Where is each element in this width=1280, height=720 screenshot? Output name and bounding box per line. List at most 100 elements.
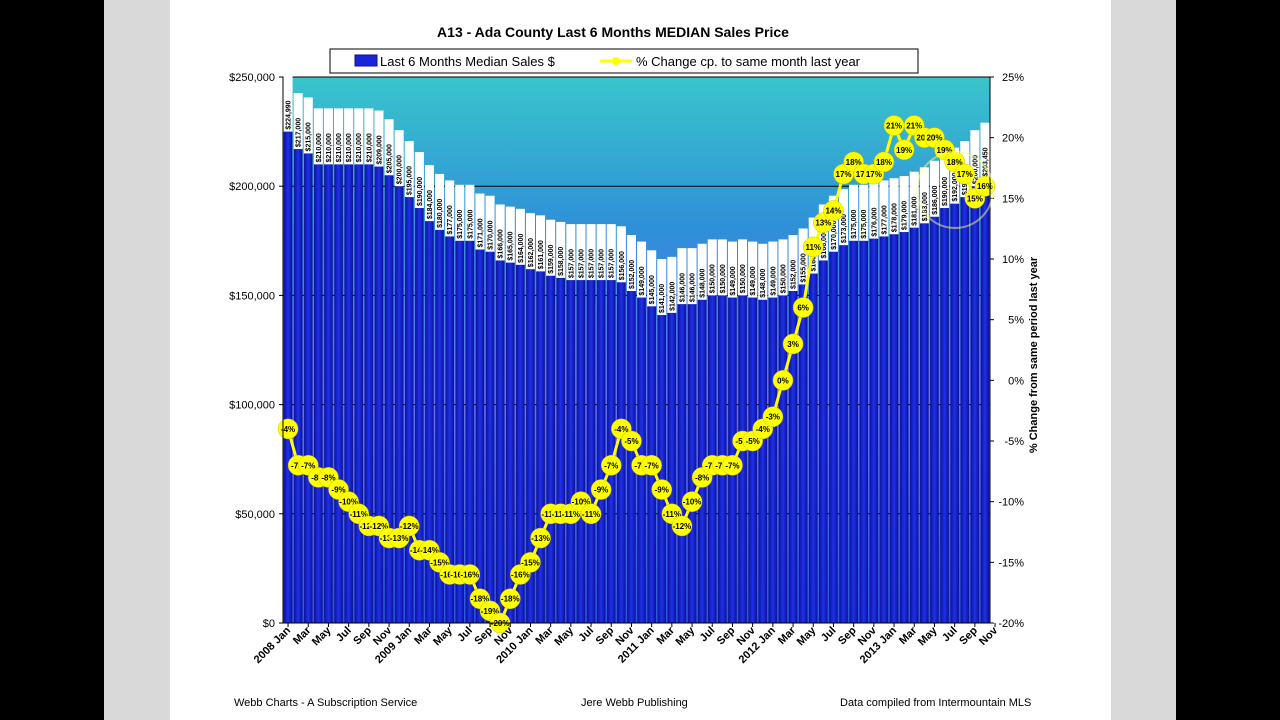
bar-data-label: $148,000 — [700, 268, 707, 297]
right-axis-tick-label: 10% — [1002, 254, 1024, 266]
x-axis-tick-label: Jul — [334, 625, 354, 645]
bar-label-bg — [556, 221, 566, 278]
percent-change-label: -11% — [663, 510, 681, 519]
percent-change-marker — [803, 236, 824, 258]
percent-change-label: -7% — [604, 461, 618, 470]
percent-change-label: -11% — [562, 510, 580, 519]
bar-label-bg — [839, 189, 849, 246]
bar-data-label: $190,000 — [417, 177, 424, 206]
bar-data-label: $210,000 — [316, 133, 323, 162]
bar-data-label: $224,990 — [286, 100, 293, 129]
x-axis-tick-label: Jul — [698, 625, 718, 645]
bar — [677, 303, 687, 624]
bar-data-label: $152,000 — [629, 260, 636, 289]
bar-label-bg — [596, 224, 606, 281]
percent-change-marker — [500, 588, 521, 609]
bar-data-labels: $224,990$217,000 $215,000 $210,000 $210,000… — [283, 75, 990, 316]
x-axis-tick-label: Mar — [412, 624, 435, 647]
bar — [910, 227, 919, 624]
percent-change-label: -8% — [321, 473, 335, 482]
bar — [980, 178, 990, 624]
bar — [475, 249, 485, 624]
bar-label-bg — [889, 178, 899, 235]
bar-label-bg — [465, 184, 475, 241]
bar-data-label: $180,000 — [437, 199, 444, 228]
bar-data-label: $145,000 — [649, 275, 656, 304]
bar-label-bg — [576, 224, 586, 281]
bar-label-bg — [657, 259, 667, 316]
bar — [798, 284, 808, 624]
bar — [576, 279, 586, 624]
bar-label-bg — [364, 108, 374, 165]
percent-change-marker — [792, 297, 814, 318]
legend-line-label: % Change cp. to same month last year — [636, 54, 861, 69]
x-axis-tick-label: Sep — [836, 624, 859, 647]
x-axis-tick-label: May — [795, 624, 819, 648]
bar-data-label: $178,000 — [892, 203, 899, 232]
bar-data-label: $209,000 — [376, 135, 383, 164]
bar-data-label: $171,000 — [477, 218, 484, 247]
percent-change-label: -10% — [683, 498, 702, 507]
bar-label-bg — [323, 108, 333, 165]
x-axis-tick-label: Mar — [776, 624, 799, 647]
bar-data-label: $210,000 — [336, 133, 343, 162]
bar-label-bg — [798, 228, 808, 285]
bar-data-label: $205,000 — [387, 144, 394, 173]
bar-data-label: $190,000 — [942, 177, 949, 206]
bar-label-bg — [738, 239, 748, 296]
bar — [930, 216, 939, 624]
x-axis-tick-label: May — [431, 624, 455, 648]
bar-label-bg — [879, 180, 889, 237]
right-axis: 25% 20% 15% 10% 5% 0% -5% -10% -15% -20% — [989, 72, 1024, 630]
percent-change-label: 6% — [797, 304, 809, 313]
percent-change-label: 17% — [836, 170, 852, 179]
bar-data-label: $149,000 — [750, 266, 757, 295]
bar-label-bg — [940, 152, 950, 209]
bar-data-label: $179,000 — [902, 201, 909, 230]
bar — [586, 279, 596, 624]
bar-data-label: $200,000 — [972, 155, 979, 184]
percent-change-label: -18% — [501, 595, 520, 604]
bar-data-label: $175,000 — [851, 209, 858, 238]
bar-data-label: $175,000 — [457, 209, 464, 238]
right-axis-tick-label: 15% — [1002, 193, 1024, 205]
bar — [344, 164, 353, 624]
bar — [879, 236, 889, 624]
percent-change-marker — [954, 163, 975, 185]
x-axis-tick-label: Jul — [576, 625, 596, 645]
percent-change-label: -12% — [400, 522, 419, 531]
percent-change-label: 16% — [977, 182, 993, 191]
bar-label-bg — [334, 108, 344, 165]
bar-label-bg — [606, 224, 616, 281]
bar — [809, 273, 818, 624]
x-axis-tick-label: Sep — [351, 624, 374, 647]
bar-label-bg — [313, 108, 323, 165]
percent-change-label: 21% — [906, 122, 922, 131]
right-axis-title: % Change from same period last year — [1028, 256, 1040, 453]
bar — [536, 271, 545, 624]
bar — [899, 231, 909, 624]
percent-change-marker — [823, 200, 844, 221]
bar — [869, 238, 879, 624]
bar-label-bg — [899, 176, 909, 233]
percent-change-label: 17% — [957, 170, 973, 179]
bar-data-label: $192,000 — [952, 172, 959, 201]
right-axis-tick-label: 0% — [1008, 375, 1024, 387]
bar-data-label: $177,000 — [881, 205, 888, 234]
bar-data-label: $157,000 — [578, 249, 585, 278]
bar-data-label: $155,000 — [801, 253, 808, 282]
percent-change-label: 14% — [825, 206, 841, 215]
bar-label-bg — [707, 239, 717, 296]
percent-change-label: -7% — [725, 461, 739, 470]
bar-label-bg — [283, 75, 293, 132]
x-axis-tick-label: Jul — [819, 625, 839, 645]
percent-change-marker — [651, 479, 672, 500]
percent-change-label: -7% — [645, 461, 659, 470]
x-axis-tick-label: May — [552, 624, 576, 648]
x-axis-tick-label: May — [674, 624, 698, 648]
right-axis-tick-label: -20% — [998, 618, 1024, 630]
bar-label-bg — [697, 243, 707, 300]
bar — [819, 260, 828, 624]
bar-data-label: $210,000 — [326, 133, 333, 162]
bar-label-bg — [687, 248, 697, 305]
